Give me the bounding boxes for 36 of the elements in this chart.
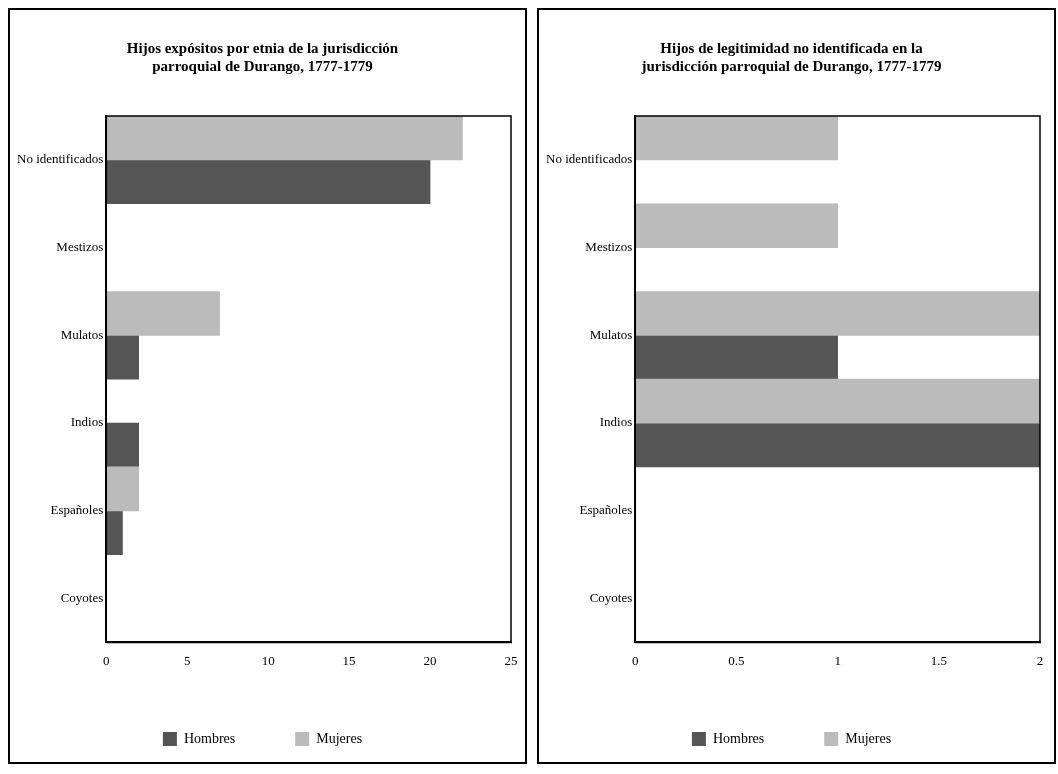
x-tick-label: 20 [423,652,437,668]
x-tick-label: 25 [504,652,518,668]
x-tick-label: 10 [261,652,275,668]
legend-label: Hombres [183,730,236,746]
bar [106,159,431,205]
x-tick-label: 1 [834,652,841,668]
y-tick-label: No identificados [545,151,633,167]
y-tick-label: Mestizos [585,239,633,255]
y-tick-label: Mestizos [56,239,104,255]
y-tick-label: Mulatos [589,326,633,342]
x-tick-label: 0 [632,652,639,668]
bar [106,466,139,512]
legend-label: Mujeres [316,730,363,746]
y-tick-label: No identificados [16,151,104,167]
y-tick-label: Españoles [579,502,633,518]
chart-title: Hijos de legitimidad no identificada en la jurisdicción parroquial de Durango, 1777-1779 [640,39,942,74]
chart-title: Hijos expósitos por etnia de la jurisdicción parroquial de Durango, 1777-1779 [126,39,399,74]
y-tick-label: Coyotes [60,589,104,605]
x-tick-label: 5 [183,652,191,668]
y-tick-label: Indios [70,414,104,430]
bar [106,510,123,555]
legend-label: Mujeres [845,730,892,746]
y-tick-label: Indios [599,414,633,430]
legend-label: Hombres [712,730,765,746]
bar [106,335,139,380]
x-tick-label: 2 [1036,652,1044,668]
bar [106,422,139,468]
y-tick-label: Coyotes [589,589,633,605]
bar [106,291,220,336]
x-tick-label: 15 [342,652,356,668]
x-tick-label: 0.5 [728,652,745,668]
x-tick-label: 1.5 [930,652,947,668]
bar [106,116,463,161]
x-tick-label: 0 [103,652,110,668]
y-tick-label: Españoles [50,502,104,518]
y-tick-label: Mulatos [60,326,104,342]
